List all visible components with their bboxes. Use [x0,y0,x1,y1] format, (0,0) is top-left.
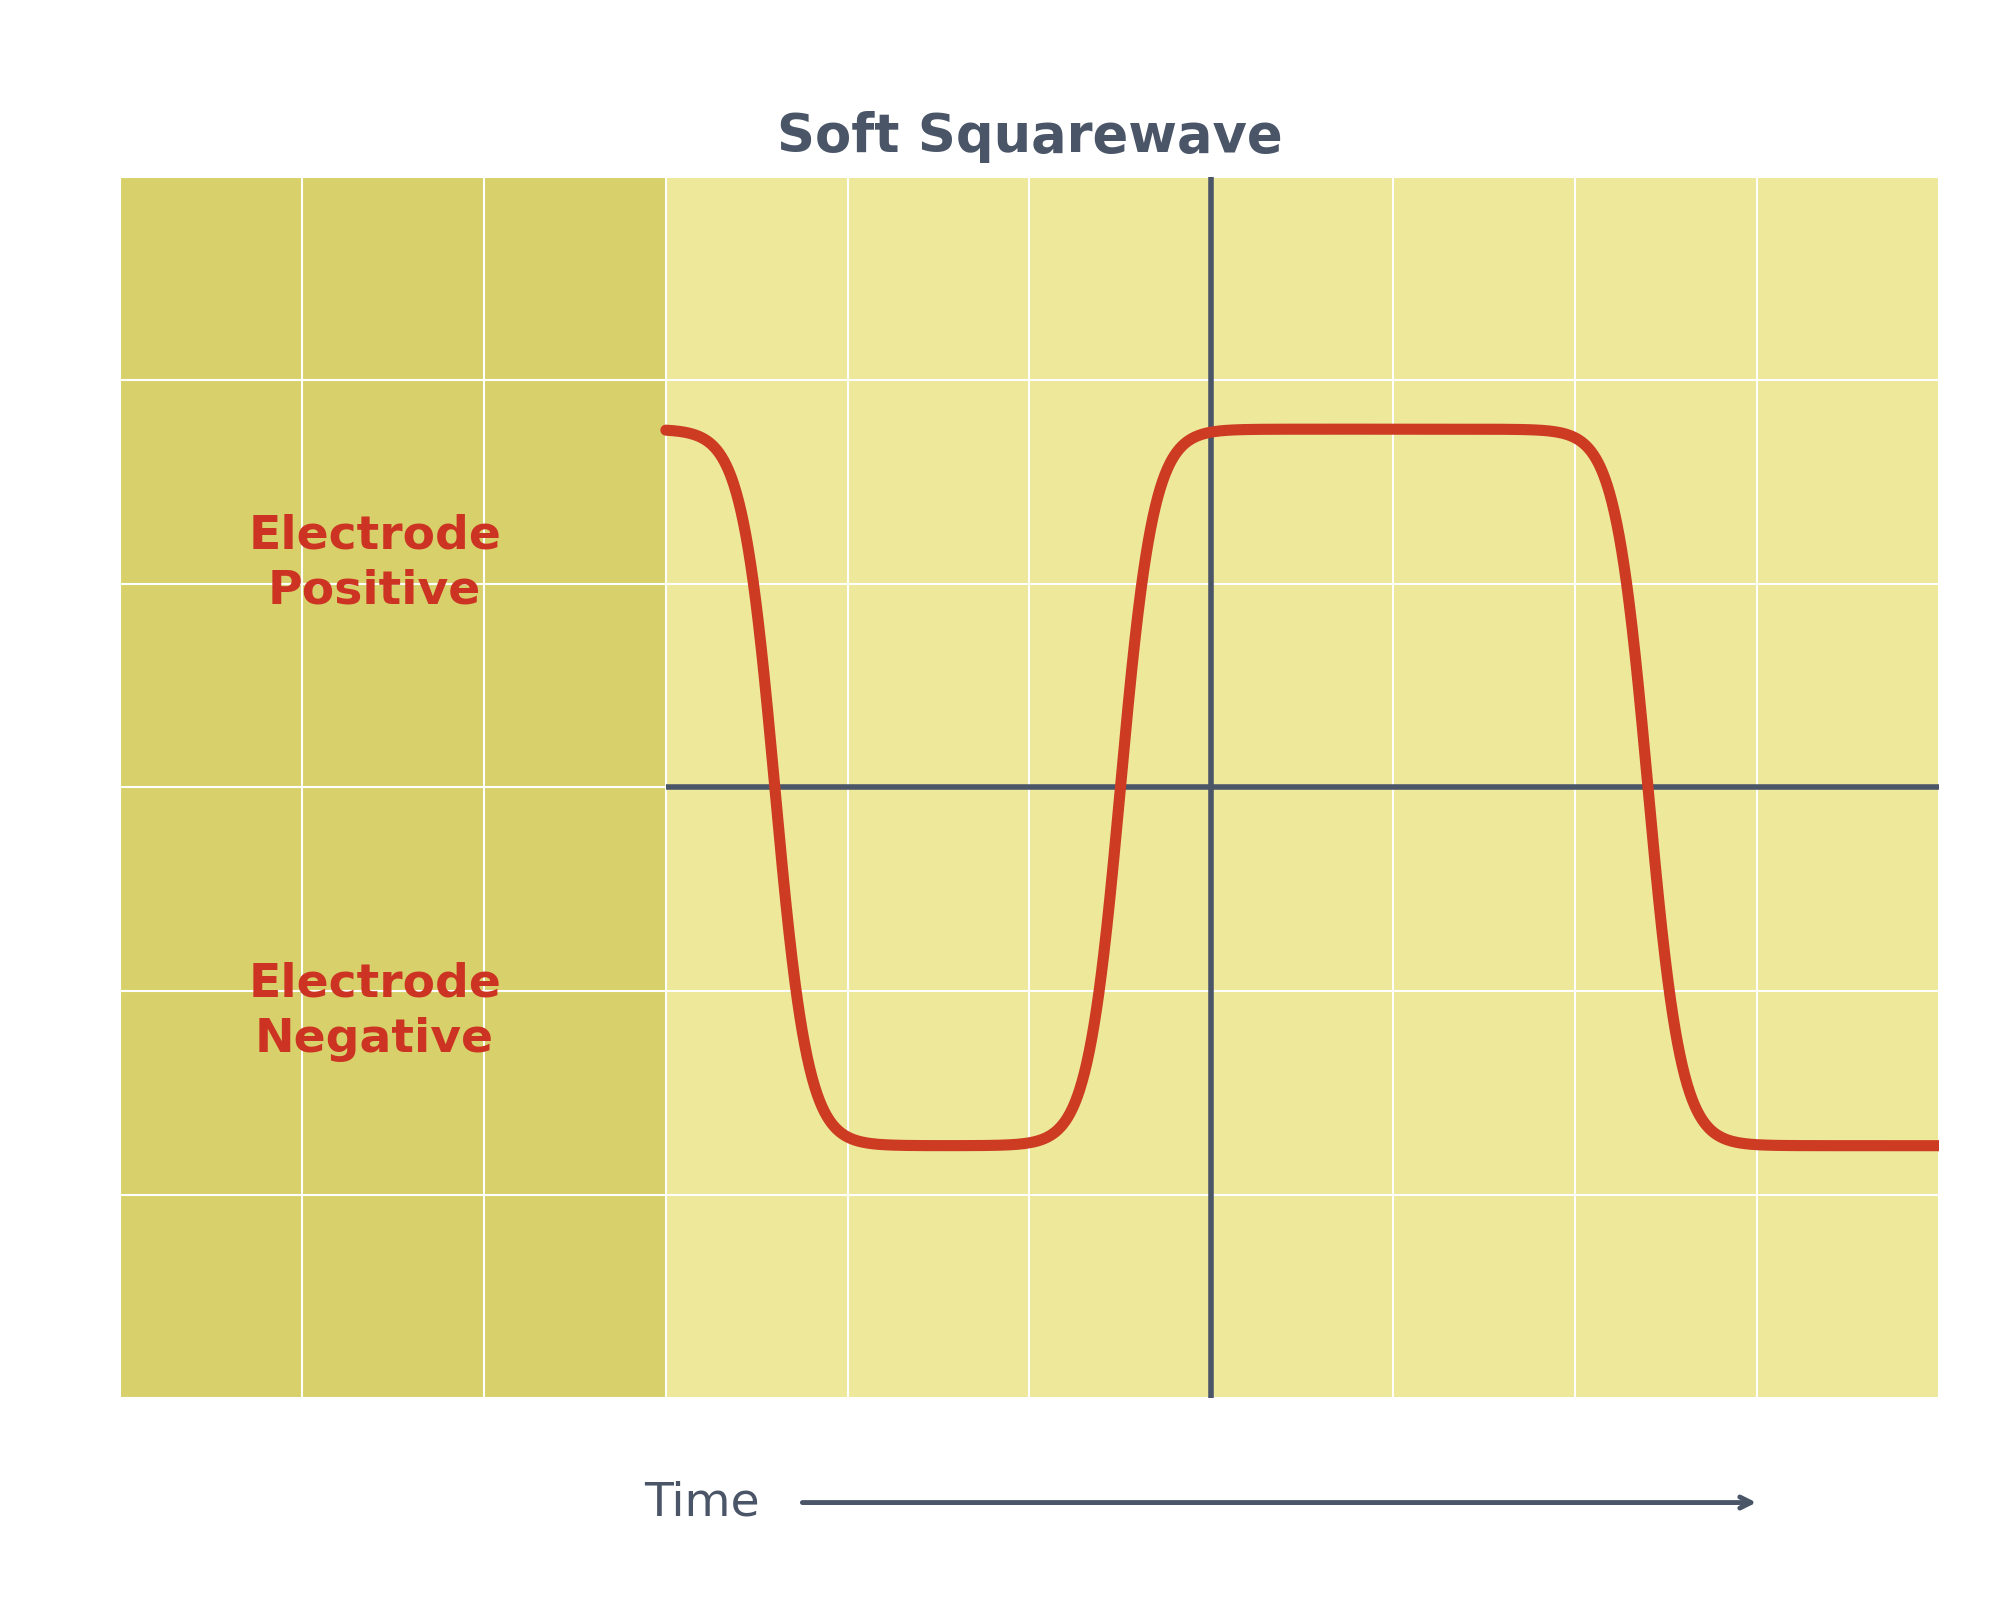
Bar [120,177,665,1398]
Text: Soft Squarewave: Soft Squarewave [777,111,1281,162]
Text: Electrode
Positive: Electrode Positive [248,513,501,614]
Bar [665,177,1938,1398]
Text: Time: Time [643,1480,759,1525]
Text: Electrode
Negative: Electrode Negative [248,961,501,1062]
